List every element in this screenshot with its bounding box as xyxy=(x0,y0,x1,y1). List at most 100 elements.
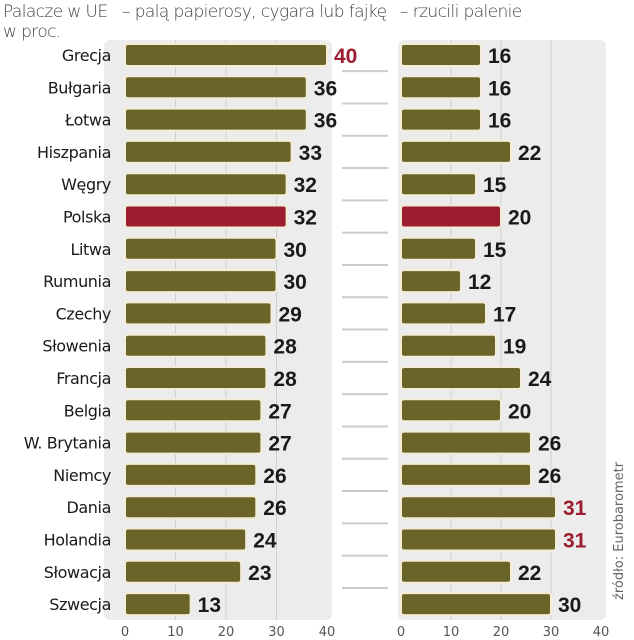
left-panel-title: – palą papierosy, cygara lub fajkę xyxy=(122,2,387,22)
bar xyxy=(400,462,532,487)
category-label: Rumunia xyxy=(43,272,111,291)
x-tick-label: 30 xyxy=(268,625,285,640)
bar xyxy=(124,269,278,294)
data-label: 13 xyxy=(198,594,221,617)
data-label: 24 xyxy=(528,368,552,391)
bar xyxy=(400,333,497,358)
category-label: Słowacja xyxy=(44,563,111,582)
x-tick-label: 10 xyxy=(443,625,460,640)
bar xyxy=(124,236,278,261)
bar xyxy=(400,43,482,67)
data-label: 12 xyxy=(468,271,491,294)
bar xyxy=(400,559,512,584)
header-line1: Palacze w UE xyxy=(3,2,108,22)
bar xyxy=(400,107,482,132)
data-label: 16 xyxy=(488,110,511,133)
data-label: 36 xyxy=(314,110,337,133)
data-label: 31 xyxy=(563,530,587,553)
bar xyxy=(124,527,248,552)
x-tick-label: 20 xyxy=(493,625,510,640)
data-label: 33 xyxy=(299,142,322,165)
bar xyxy=(124,430,263,455)
data-label: 24 xyxy=(253,530,277,553)
x-tick-label: 20 xyxy=(218,625,235,640)
bar xyxy=(400,172,477,197)
data-label: 28 xyxy=(273,368,297,391)
category-label: Litwa xyxy=(70,240,111,259)
bar xyxy=(124,75,308,100)
bar xyxy=(400,592,552,617)
category-label: Słowenia xyxy=(42,337,111,356)
data-label: 23 xyxy=(248,562,271,585)
bar xyxy=(400,139,512,164)
data-label: 19 xyxy=(503,336,526,359)
category-label: Dania xyxy=(66,498,111,517)
data-label: 30 xyxy=(284,239,307,262)
data-label: 31 xyxy=(563,497,587,520)
bar xyxy=(124,462,258,487)
x-tick-label: 40 xyxy=(319,625,336,640)
category-label: Grecja xyxy=(62,46,111,65)
category-label: Holandia xyxy=(44,531,111,550)
data-label: 36 xyxy=(314,77,337,100)
bar xyxy=(124,204,288,229)
bar xyxy=(124,366,268,390)
data-label: 27 xyxy=(268,433,291,456)
right-panel-title: – rzucili palenie xyxy=(400,2,522,22)
bar xyxy=(124,495,258,520)
bar xyxy=(400,75,482,100)
category-label: Łotwa xyxy=(64,111,111,130)
data-label: 30 xyxy=(284,271,307,294)
x-tick-label: 10 xyxy=(167,625,184,640)
data-label: 32 xyxy=(294,174,317,197)
category-label: Bułgaria xyxy=(48,78,111,97)
bar xyxy=(400,495,557,520)
data-label: 28 xyxy=(273,336,297,359)
x-tick-label: 30 xyxy=(543,625,560,640)
bar xyxy=(124,43,328,67)
category-label: Czechy xyxy=(56,304,111,323)
data-label: 26 xyxy=(263,497,286,520)
category-label: Węgry xyxy=(61,175,111,194)
data-label: 20 xyxy=(508,400,531,423)
bar xyxy=(400,204,502,229)
bar xyxy=(124,559,243,584)
bar xyxy=(400,366,522,390)
data-label: 15 xyxy=(483,239,507,262)
chart-header: Palacze w UE w proc. xyxy=(3,2,108,42)
data-label: 22 xyxy=(518,142,541,165)
category-label: Niemcy xyxy=(53,466,111,485)
data-label: 22 xyxy=(518,562,541,585)
bar xyxy=(124,301,273,326)
bar xyxy=(124,139,293,164)
data-label: 26 xyxy=(263,465,286,488)
data-label: 30 xyxy=(558,594,581,617)
x-tick-label: 40 xyxy=(593,625,610,640)
data-label: 40 xyxy=(334,45,357,68)
category-label: Polska xyxy=(63,208,111,227)
data-label: 17 xyxy=(493,303,516,326)
category-label: Szwecja xyxy=(49,595,111,614)
data-label: 16 xyxy=(488,77,511,100)
bar xyxy=(124,333,268,358)
data-label: 26 xyxy=(538,465,561,488)
category-label: Belgia xyxy=(64,401,111,420)
bar xyxy=(124,592,192,617)
data-label: 26 xyxy=(538,433,561,456)
data-label: 16 xyxy=(488,45,511,68)
bar xyxy=(400,269,462,294)
data-label: 27 xyxy=(268,400,291,423)
bar xyxy=(400,301,487,326)
bar xyxy=(400,236,477,261)
bar xyxy=(400,527,557,552)
header-line2: w proc. xyxy=(3,22,61,42)
data-label: 29 xyxy=(278,303,301,326)
category-label: Francja xyxy=(56,369,111,388)
bar xyxy=(124,107,308,132)
bar xyxy=(124,172,288,197)
x-tick-label: 0 xyxy=(397,625,405,640)
bar xyxy=(400,430,532,455)
category-label: W. Brytania xyxy=(24,434,111,453)
data-label: 15 xyxy=(483,174,507,197)
